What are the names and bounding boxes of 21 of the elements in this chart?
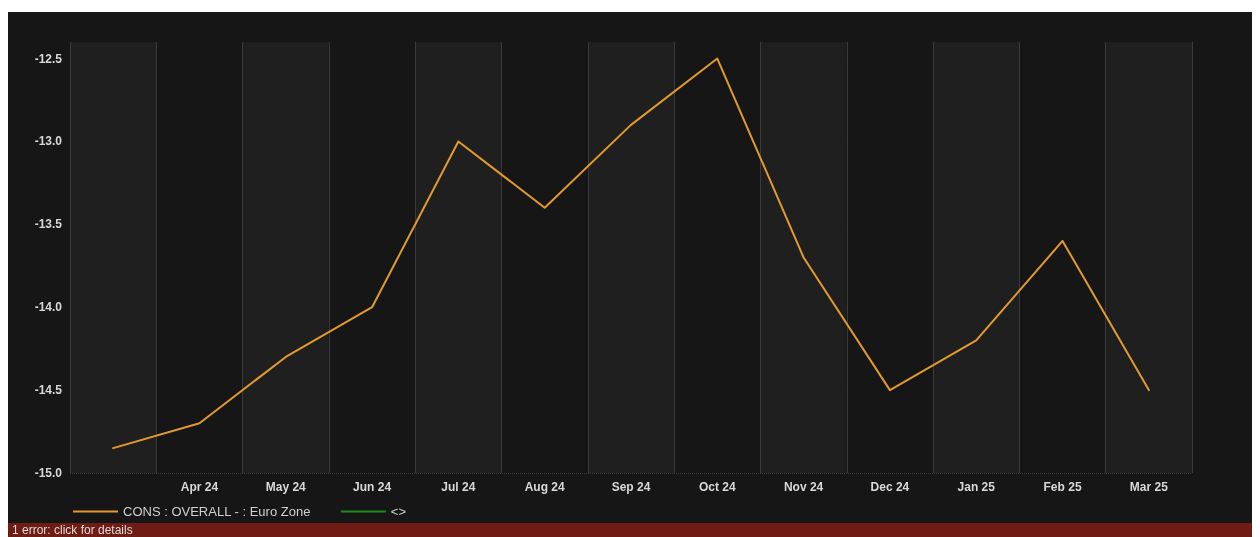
legend-label: <>: [390, 504, 407, 519]
y-tick-label: -12.5: [34, 51, 63, 66]
x-tick-label: Jun 24: [353, 480, 392, 494]
x-tick-label: Oct 24: [698, 480, 736, 494]
y-tick-label: -13.0: [34, 134, 63, 149]
x-tick-label: Nov 24: [783, 480, 824, 494]
x-tick-label: Jul 24: [441, 480, 476, 494]
y-tick-label: -13.5: [34, 217, 63, 232]
y-tick-label: -15.0: [34, 466, 63, 480]
y-tick-label: -14.5: [34, 383, 63, 398]
x-tick-label: Mar 25: [1129, 480, 1169, 494]
y-tick-label: -14.0: [34, 300, 63, 315]
text: 1 error: click for details: [12, 523, 133, 537]
x-tick-label: Dec 24: [870, 480, 910, 494]
x-tick-label: Sep 24: [611, 480, 651, 494]
x-tick-label: Apr 24: [180, 480, 219, 494]
x-tick-label: May 24: [265, 480, 307, 494]
legend-label: CONS : OVERALL - : Euro Zone: [123, 504, 311, 519]
x-tick-label: Jan 25: [957, 480, 996, 494]
x-tick-label: Aug 24: [524, 480, 566, 494]
x-tick-label: Feb 25: [1043, 480, 1082, 494]
